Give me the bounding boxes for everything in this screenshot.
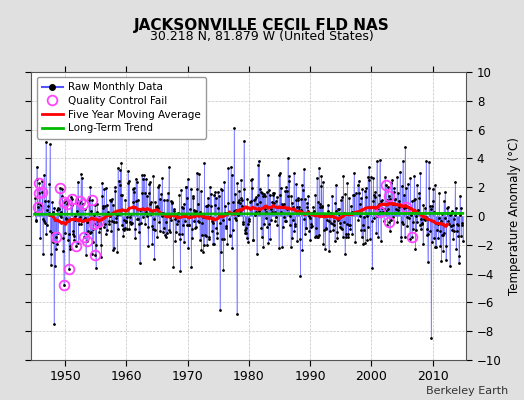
Legend: Raw Monthly Data, Quality Control Fail, Five Year Moving Average, Long-Term Tren: Raw Monthly Data, Quality Control Fail, …: [37, 77, 206, 138]
Text: Berkeley Earth: Berkeley Earth: [426, 386, 508, 396]
Y-axis label: Temperature Anomaly (°C): Temperature Anomaly (°C): [508, 137, 521, 295]
Text: JACKSONVILLE CECIL FLD NAS: JACKSONVILLE CECIL FLD NAS: [134, 18, 390, 33]
Text: 30.218 N, 81.879 W (United States): 30.218 N, 81.879 W (United States): [150, 30, 374, 43]
